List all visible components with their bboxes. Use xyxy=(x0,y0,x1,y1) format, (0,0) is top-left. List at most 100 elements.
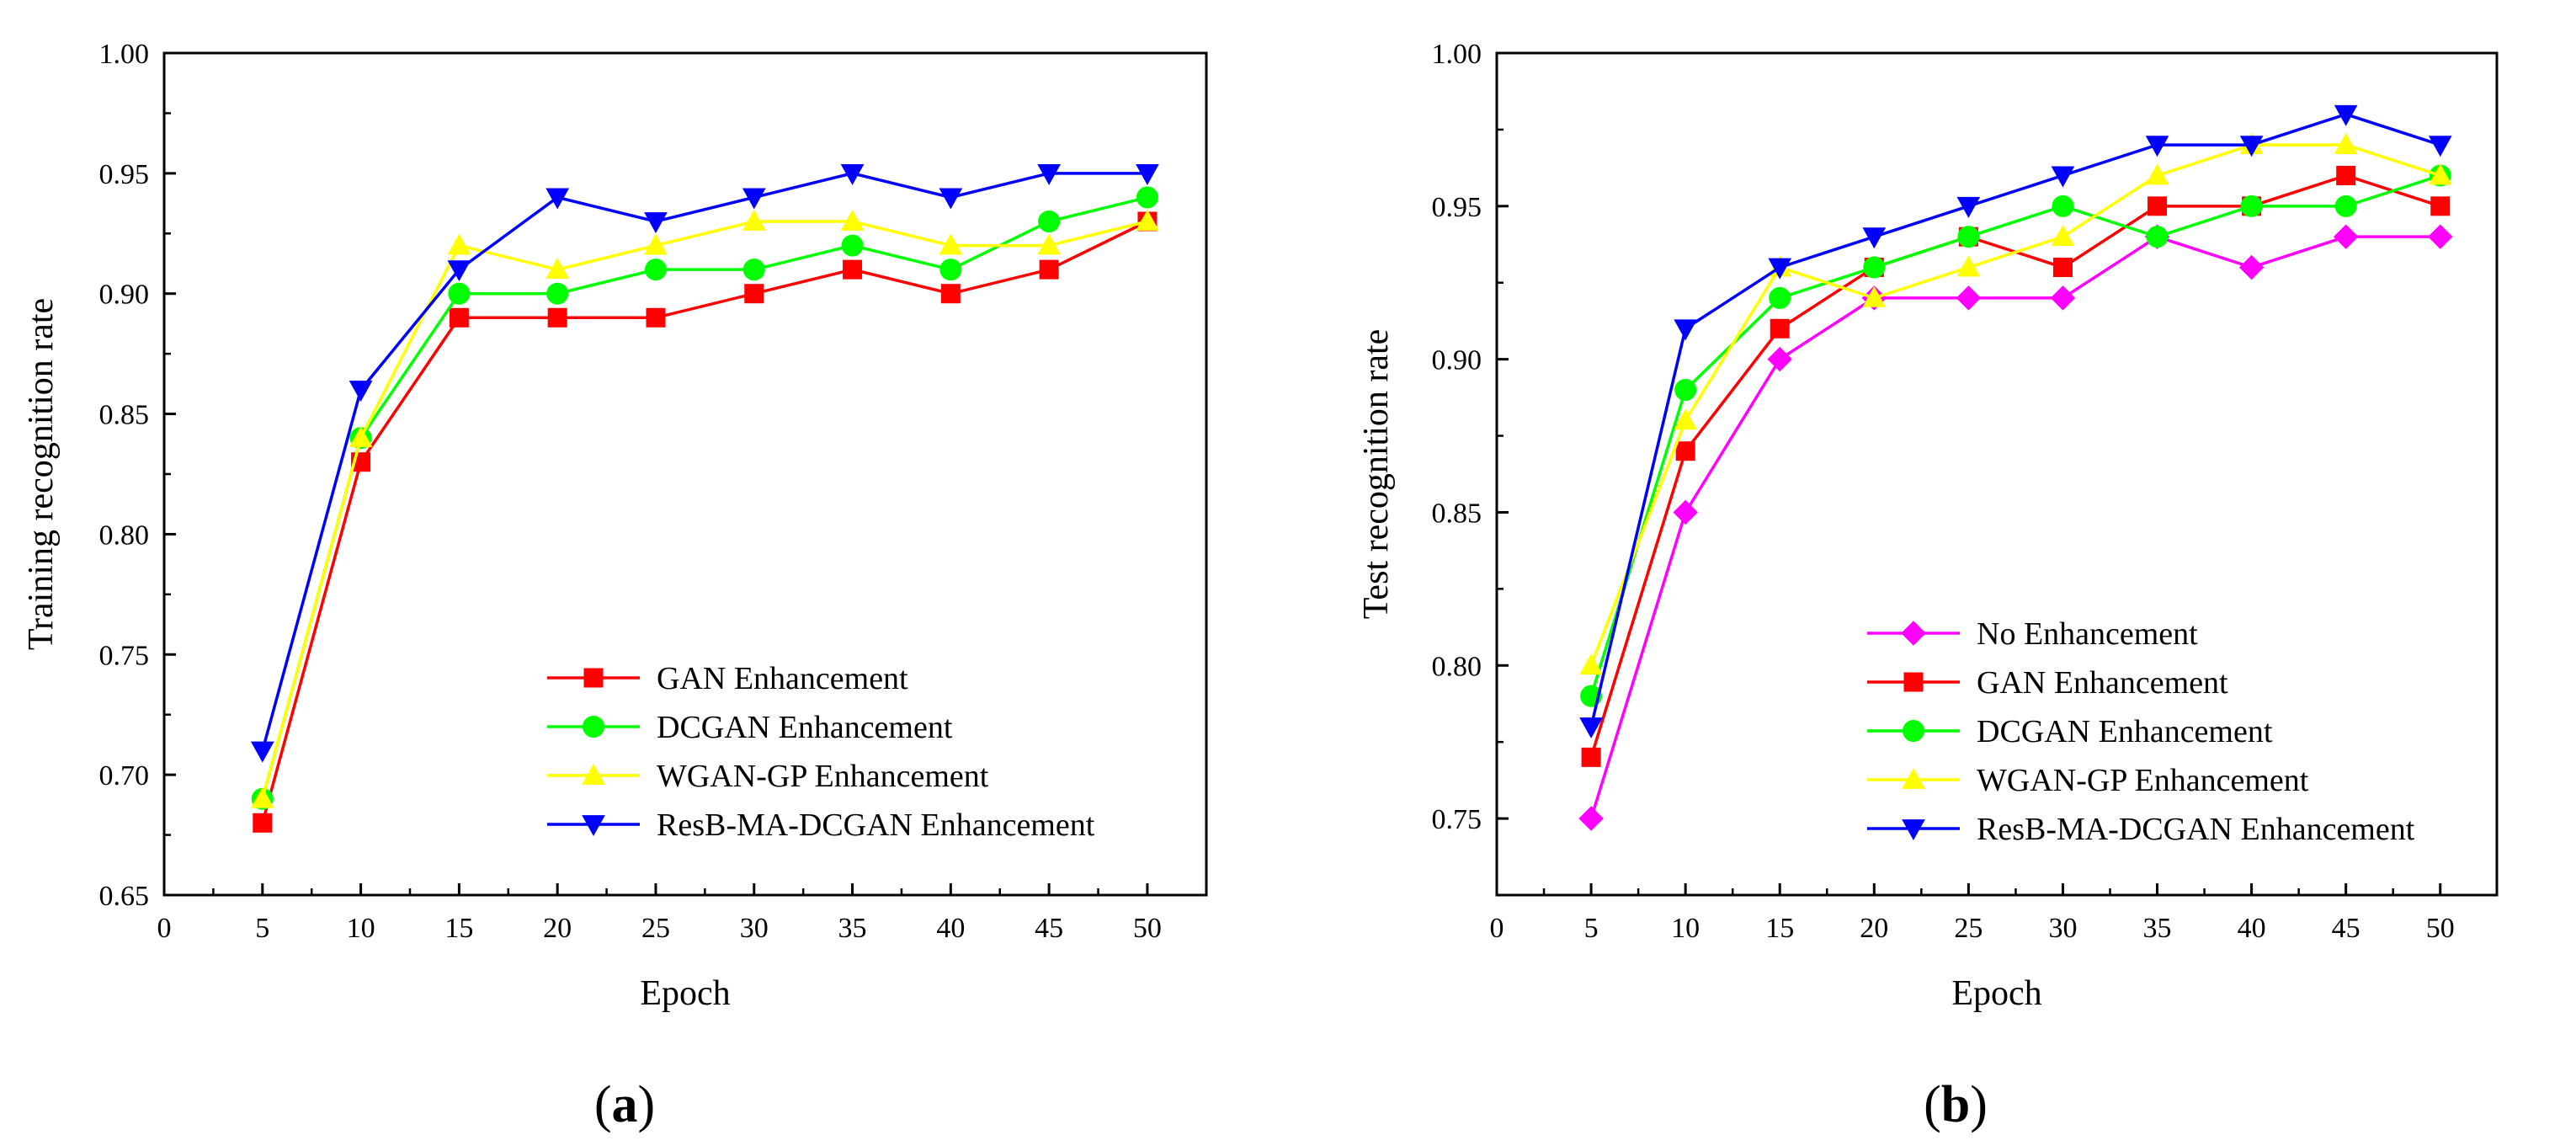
chart-panel-a: 0 5 10 15 20 25 30 35 40 45 50 0.65 0.70 0.75 0.80 0.85… xyxy=(22,39,1208,1133)
series-line xyxy=(261,220,1148,824)
series-line xyxy=(1589,143,2441,666)
data-point xyxy=(2050,285,2076,311)
data-point xyxy=(2240,195,2263,217)
legend-label: DCGAN Enhancement xyxy=(1977,714,2273,749)
data-point xyxy=(447,233,471,255)
x-tick-label: 40 xyxy=(2238,913,2266,944)
data-point xyxy=(744,284,764,304)
data-point xyxy=(448,282,471,305)
series-3 xyxy=(1579,133,2452,675)
panel-label-open: ( xyxy=(594,1076,612,1133)
y-tick-label: 0.75 xyxy=(1432,804,1482,835)
data-point xyxy=(1862,285,1887,307)
legend-marker xyxy=(583,668,604,688)
x-tick-label: 0 xyxy=(1490,913,1504,944)
legend-label: ResB-MA-DCGAN Enhancement xyxy=(657,808,1095,843)
data-point xyxy=(843,259,863,280)
data-point xyxy=(2334,195,2357,217)
x-tick-label: 15 xyxy=(1765,913,1794,944)
data-point xyxy=(349,426,373,448)
y-tick-label: 0.90 xyxy=(1432,345,1482,376)
x-tick-label: 45 xyxy=(1035,913,1063,944)
data-point xyxy=(742,259,765,281)
data-point xyxy=(840,209,865,231)
series-line xyxy=(261,195,1148,800)
x-tick-label: 40 xyxy=(936,913,965,944)
y-tick-label: 0.80 xyxy=(99,520,150,551)
x-tick-label: 30 xyxy=(2048,913,2077,944)
x-axis-title: Epoch xyxy=(640,974,730,1013)
series-line xyxy=(261,220,1148,800)
panel-label-close: ) xyxy=(638,1076,656,1133)
data-point xyxy=(2428,224,2453,249)
y-tick-label: 0.85 xyxy=(99,400,150,431)
data-point xyxy=(2052,195,2074,217)
series-4 xyxy=(1579,104,2452,739)
data-point xyxy=(2052,258,2073,278)
panel-label-close: ) xyxy=(1970,1076,1988,1133)
legend-marker xyxy=(1903,720,1924,742)
data-point xyxy=(2145,163,2169,185)
y-tick-label: 0.95 xyxy=(99,159,150,190)
legend-marker xyxy=(1901,621,1926,646)
legend-marker xyxy=(1902,767,1925,789)
panel-label: (b) xyxy=(1924,1076,1988,1133)
x-tick-label: 5 xyxy=(255,913,269,944)
data-point xyxy=(1136,163,1159,185)
series-line xyxy=(1589,235,2440,819)
data-point xyxy=(2333,224,2359,249)
data-point xyxy=(644,259,667,281)
data-point xyxy=(2430,196,2451,216)
data-point xyxy=(940,284,961,304)
legend-marker xyxy=(1902,819,1925,841)
legend-marker xyxy=(582,815,605,837)
x-tick-label: 50 xyxy=(1133,913,1162,944)
x-tick-label: 35 xyxy=(838,913,867,944)
data-point xyxy=(1673,499,1698,525)
x-tick-label: 15 xyxy=(444,913,473,944)
series-2 xyxy=(250,209,1159,808)
data-point xyxy=(2051,225,2075,247)
legend-marker xyxy=(582,763,605,785)
data-point xyxy=(1862,227,1887,249)
data-point xyxy=(2428,136,2452,157)
x-tick-label: 25 xyxy=(641,913,670,944)
legend-label: WGAN-GP Enhancement xyxy=(657,759,989,794)
data-point xyxy=(1581,747,1601,767)
data-point xyxy=(250,741,274,763)
x-tick-label: 25 xyxy=(1954,913,1983,944)
data-point xyxy=(2239,136,2264,157)
data-point xyxy=(1770,318,1790,338)
legend-label: ResB-MA-DCGAN Enhancement xyxy=(1977,812,2415,847)
data-point xyxy=(939,259,962,281)
data-point xyxy=(939,188,963,210)
data-point xyxy=(546,188,570,210)
x-tick-label: 20 xyxy=(543,913,572,944)
data-point xyxy=(742,188,766,210)
x-tick-label: 10 xyxy=(1671,913,1700,944)
data-point xyxy=(2051,166,2075,188)
data-point xyxy=(546,282,569,305)
data-point xyxy=(449,307,469,328)
data-point xyxy=(1039,259,1059,280)
data-point xyxy=(1579,717,1603,739)
y-tick-label: 1.00 xyxy=(99,39,150,70)
data-point xyxy=(1674,408,1698,430)
data-point xyxy=(547,307,567,328)
data-point xyxy=(1136,209,1159,231)
data-point xyxy=(2238,254,2265,280)
data-point xyxy=(1767,346,1792,372)
data-point xyxy=(2334,133,2358,154)
legend-marker xyxy=(1903,672,1924,692)
data-point xyxy=(644,212,668,234)
x-tick-label: 35 xyxy=(2143,913,2172,944)
data-point xyxy=(447,260,471,282)
legend-label: DCGAN Enhancement xyxy=(657,710,953,745)
y-tick-label: 0.65 xyxy=(99,881,150,912)
panel-label-letter: a xyxy=(612,1076,638,1133)
y-tick-label: 0.70 xyxy=(99,760,150,792)
data-point xyxy=(349,381,373,402)
series-line xyxy=(261,172,1147,752)
data-point xyxy=(1956,255,1981,277)
